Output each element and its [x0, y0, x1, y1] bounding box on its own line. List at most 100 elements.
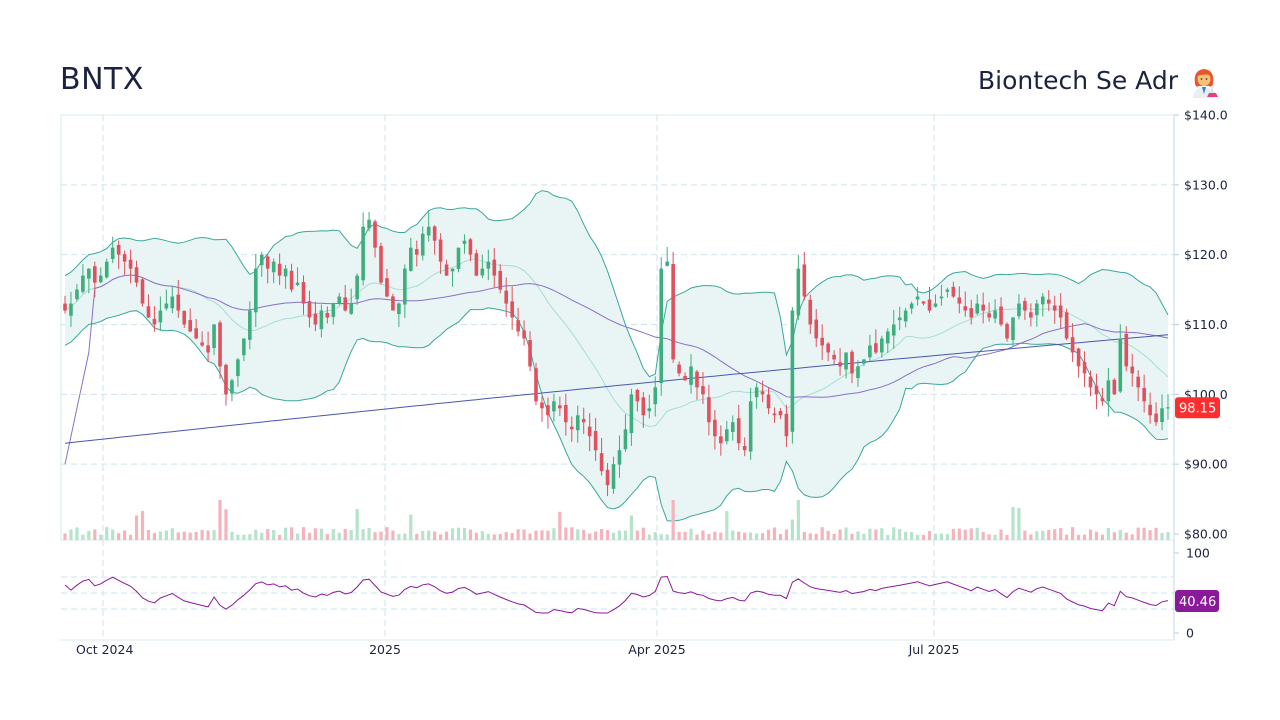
rsi-line: [64, 575, 1169, 614]
volume-bar: [510, 533, 514, 540]
candle: [432, 225, 437, 255]
bollinger-upper-line: [64, 190, 1169, 378]
volume-bar: [361, 529, 365, 540]
volume-bar: [599, 529, 604, 540]
candle: [546, 397, 550, 429]
candle: [635, 388, 640, 412]
volume-bar: [146, 530, 151, 540]
volume-bar: [731, 530, 735, 540]
rsi-panel: [64, 575, 1169, 614]
scientist-emoji-icon: [1193, 69, 1218, 98]
volume-bar: [892, 527, 896, 540]
volume-bar: [1148, 530, 1152, 540]
candle: [707, 384, 711, 436]
axes: $140.0$130.0$120.0$110.0$100.0$90.00$80.…: [61, 108, 1228, 657]
candle: [194, 319, 198, 340]
volume-bar: [766, 529, 771, 540]
volume-bar: [486, 534, 490, 540]
volume-bar: [558, 511, 562, 540]
volume-bar: [75, 527, 79, 540]
candle: [98, 267, 103, 284]
volume-bar: [391, 530, 395, 540]
volume-bar: [462, 527, 467, 540]
candle: [248, 301, 252, 350]
candle: [140, 278, 145, 307]
last-rsi-badge: 40.46: [1175, 590, 1219, 612]
candle: [540, 396, 544, 422]
candle: [909, 301, 914, 314]
candle: [844, 352, 848, 379]
candle: [510, 286, 514, 331]
volume-bar: [850, 533, 854, 540]
volume-bar: [468, 529, 473, 540]
candle: [850, 349, 854, 384]
candle: [784, 404, 789, 448]
candle: [868, 334, 872, 361]
bollinger-bands: [64, 190, 1169, 522]
candle: [87, 268, 91, 294]
candle: [826, 341, 830, 362]
candle: [522, 320, 526, 346]
candle: [730, 415, 735, 441]
candle: [426, 211, 431, 242]
candle: [486, 249, 491, 281]
volume-bar: [385, 527, 389, 540]
candle: [808, 294, 813, 334]
volume-bar: [1017, 508, 1021, 540]
date-axis-label: Apr 2025: [628, 642, 685, 657]
candle: [450, 268, 455, 287]
volume-bar: [224, 509, 228, 540]
volume-bar: [951, 528, 955, 540]
volume-bar: [617, 530, 622, 540]
candle: [230, 378, 234, 402]
volume-bar: [760, 533, 765, 540]
date-axis-label: 2025: [369, 642, 401, 657]
volume-bar: [993, 534, 997, 540]
volume-bar: [641, 527, 645, 540]
volume-bar: [182, 531, 186, 540]
volume-bar: [474, 532, 478, 540]
candle: [474, 249, 479, 277]
rsi-axis-label: 0: [1186, 626, 1194, 641]
candle: [838, 348, 842, 376]
volume-bar: [975, 527, 979, 540]
candle: [617, 435, 622, 478]
candle: [975, 294, 980, 316]
candle: [403, 264, 407, 318]
volume-bar: [886, 534, 890, 540]
volume-bar: [1124, 532, 1128, 540]
bollinger-band-fill: [65, 190, 1168, 521]
candle: [1118, 324, 1123, 394]
candle: [951, 281, 956, 298]
volume-bar: [1029, 534, 1033, 540]
volume-bar: [313, 528, 318, 540]
svg-text:98.15: 98.15: [1179, 401, 1216, 416]
candle: [891, 309, 896, 350]
volume-bar: [284, 527, 288, 540]
volume-bar: [1047, 529, 1051, 540]
volume-bar: [1076, 534, 1081, 540]
volume-bar: [164, 530, 168, 540]
volume-bar: [427, 530, 431, 540]
candle: [253, 254, 258, 328]
volume-bar: [319, 528, 323, 540]
candle: [182, 310, 187, 328]
volume-bar: [266, 528, 270, 540]
volume-bar: [546, 530, 550, 540]
date-axis-label: Oct 2024: [76, 642, 133, 657]
candle: [1136, 370, 1140, 402]
candle: [1106, 368, 1111, 417]
volume-bar: [868, 528, 872, 540]
volume-bar: [343, 528, 347, 540]
candle: [164, 289, 169, 311]
candle: [146, 294, 151, 318]
volume-bar: [1106, 528, 1110, 540]
candle: [1148, 392, 1152, 424]
volume-bar: [683, 531, 687, 540]
volume-bar: [665, 534, 669, 540]
volume-bar: [325, 534, 329, 540]
last-price-badge: 98.15: [1175, 397, 1220, 419]
candle: [993, 299, 997, 324]
candle: [63, 295, 67, 314]
candle: [939, 285, 944, 306]
